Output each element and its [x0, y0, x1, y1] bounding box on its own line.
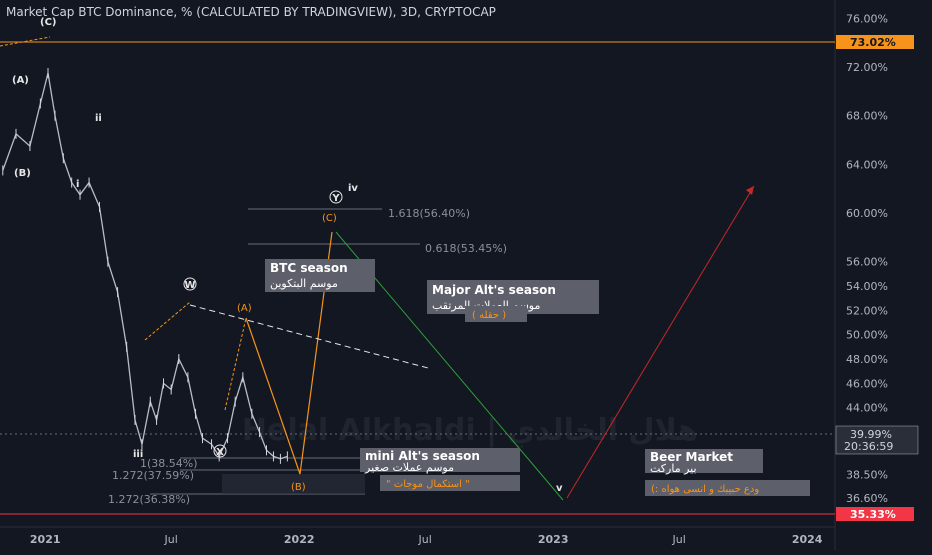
y-tick-label: 52.00%: [846, 304, 888, 317]
annotation-mini-alt-subtitle: موسم عملات صغير: [364, 461, 454, 474]
wave-label-c-orange: (C): [322, 213, 337, 224]
annotation-major-alt-season[interactable]: Major Alt's season موسم العملات المرتقب …: [427, 280, 599, 322]
wave-label-i: i: [76, 179, 79, 190]
annotation-major-alt-note-box: [465, 306, 527, 322]
wave-abc-solid: [245, 231, 333, 475]
price-series: [2, 68, 288, 464]
y-tick-label: 38.50%: [846, 469, 888, 482]
x-tick-label: Jul: [418, 533, 432, 546]
wave-label-ii: ii: [95, 113, 102, 124]
tag-level-low: [836, 507, 914, 521]
circle-w-label: W: [184, 280, 195, 291]
y-tick-label: 54.00%: [846, 280, 888, 293]
circle-w: [183, 277, 197, 291]
tag-level-high-label: 73.02%: [850, 36, 896, 49]
wave-label-iii: iii: [133, 449, 143, 460]
fib-label-1272b: 1.272(36.38%): [108, 493, 190, 506]
annotation-mini-alt-title: mini Alt's season: [365, 449, 480, 463]
annotation-beer-market-note-box: [645, 480, 810, 496]
y-tick-label: 46.00%: [846, 377, 888, 390]
annotation-btc-season-subtitle: موسم البتكوين: [270, 277, 338, 290]
annotation-beer-market-title: Beer Market: [650, 450, 733, 464]
fib-label-1: 1(38.54%): [140, 457, 198, 470]
x-tick-label: 2021: [30, 533, 61, 546]
annotation-beer-market-note: (: ودع حبيبك و انسى هواه: [651, 484, 759, 495]
time-axis[interactable]: 2021 Jul 2022 Jul 2023 Jul 2024: [30, 533, 823, 546]
annotation-mini-alt-note: " استكمال موجات ": [386, 479, 470, 490]
triangle-trendline: [189, 304, 429, 369]
fib-zone: [222, 474, 365, 494]
x-tick-label: 2023: [538, 533, 569, 546]
annotation-beer-market[interactable]: Beer Market بير ماركت (: ودع حبيبك و انس…: [645, 449, 810, 496]
annotation-btc-season-title: BTC season: [270, 261, 348, 275]
wave-label-c-top: (C): [40, 17, 56, 28]
circle-y: [329, 190, 343, 204]
wave-label-b-orange: (B): [291, 482, 306, 493]
wave-a-dashed: [224, 317, 247, 411]
annotation-mini-alt-note-box: [380, 475, 520, 491]
y-tick-label: 48.00%: [846, 353, 888, 366]
circle-x-label: X: [216, 447, 224, 458]
wave-label-iv: iv: [348, 183, 358, 194]
y-tick-label: 72.00%: [846, 61, 888, 74]
y-tick-label: 64.00%: [846, 158, 888, 171]
y-tick-label: 44.00%: [846, 402, 888, 415]
y-tick-label: 56.00%: [846, 256, 888, 269]
chart-title: Market Cap BTC Dominance, % (CALCULATED …: [6, 5, 496, 19]
annotation-mini-alt-season[interactable]: mini Alt's season موسم عملات صغير " استك…: [360, 448, 520, 491]
y-tick-label: 68.00%: [846, 110, 888, 123]
wave-trend-top: [0, 36, 51, 47]
tag-countdown-label: 20:36:59: [844, 440, 893, 453]
circle-x: [213, 444, 227, 458]
tag-current-price-label: 39.99%: [850, 428, 892, 441]
y-tick-label: 50.00%: [846, 329, 888, 342]
tag-level-low-label: 35.33%: [850, 508, 896, 521]
x-tick-label: 2024: [792, 533, 823, 546]
annotation-beer-market-box: [645, 449, 763, 473]
wave-label-v: v: [556, 483, 563, 494]
y-tick-label: 60.00%: [846, 207, 888, 220]
x-tick-label: 2022: [284, 533, 315, 546]
annotation-mini-alt-box: [360, 448, 520, 472]
annotation-beer-market-subtitle: بير ماركت: [650, 462, 697, 475]
fib-label-1272a: 1.272(37.59%): [112, 469, 194, 482]
wave-label-b-top: (B): [14, 168, 31, 179]
annotation-btc-season-box: [265, 259, 375, 292]
circle-y-label: Y: [331, 193, 340, 204]
annotation-major-alt-note: ( حقله ): [472, 310, 506, 321]
x-tick-label: Jul: [671, 533, 685, 546]
x-tick-label: Jul: [164, 533, 178, 546]
wave-label-a-top: (A): [12, 75, 29, 86]
watermark: Helal Alkhaldi | هلال الخالدي: [242, 413, 698, 448]
wave-label-a-orange: (A): [237, 303, 252, 314]
tag-level-high: [836, 35, 914, 49]
projection-up-line: [566, 185, 755, 499]
annotation-major-alt-title: Major Alt's season: [432, 283, 556, 297]
fib-label-0618: 0.618(53.45%): [425, 242, 507, 255]
y-tick-label: 76.00%: [846, 12, 888, 25]
projection-up-arrowhead: [746, 186, 754, 195]
y-tick-label: 36.60%: [846, 492, 888, 505]
tag-current-price: [835, 425, 919, 455]
annotation-btc-season[interactable]: BTC season موسم البتكوين: [265, 259, 375, 292]
fib-label-1618: 1.618(56.40%): [388, 207, 470, 220]
